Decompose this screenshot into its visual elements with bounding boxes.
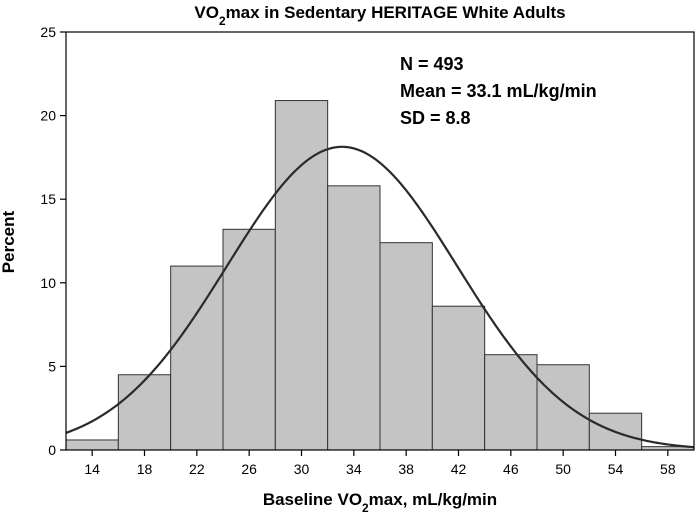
x-tick-label: 22 bbox=[189, 461, 205, 477]
histogram-bar bbox=[379, 242, 433, 451]
histogram-bar bbox=[65, 439, 119, 451]
y-tick-label: 25 bbox=[40, 24, 56, 40]
y-tick-label: 20 bbox=[40, 108, 56, 124]
x-tick-label: 26 bbox=[241, 461, 257, 477]
chart-title: VO2max in Sedentary HERITAGE White Adult… bbox=[194, 3, 565, 28]
x-tick-label: 42 bbox=[451, 461, 467, 477]
y-tick-label: 10 bbox=[40, 275, 56, 291]
histogram-bar bbox=[431, 305, 486, 451]
histogram-bar bbox=[170, 265, 224, 451]
x-tick-label: 54 bbox=[608, 461, 624, 477]
y-tick-label: 0 bbox=[48, 442, 56, 458]
x-tick-label: 14 bbox=[84, 461, 100, 477]
x-tick-label: 50 bbox=[555, 461, 571, 477]
x-tick-label: 46 bbox=[503, 461, 519, 477]
histogram-bar bbox=[274, 100, 329, 451]
histogram-bar bbox=[484, 354, 538, 451]
stats-annotation-line: N = 493 bbox=[400, 54, 464, 74]
x-tick-label: 18 bbox=[137, 461, 153, 477]
stats-annotation: N = 493 Mean = 33.1 mL/kg/min SD = 8.8 bbox=[400, 54, 597, 128]
x-tick-label: 58 bbox=[660, 461, 676, 477]
histogram-bar bbox=[222, 228, 276, 451]
plot-frame bbox=[65, 31, 695, 451]
y-axis: 0 5 10 15 20 25 bbox=[40, 24, 66, 458]
stats-annotation-line: Mean = 33.1 mL/kg/min bbox=[400, 81, 597, 101]
histogram-bars bbox=[65, 100, 695, 451]
x-tick-label: 38 bbox=[398, 461, 414, 477]
x-tick-label: 34 bbox=[346, 461, 362, 477]
histogram-bar bbox=[327, 185, 381, 451]
normal-curve bbox=[65, 145, 695, 449]
x-axis-label: Baseline VO2max, mL/kg/min bbox=[263, 490, 497, 515]
stats-annotation-line: SD = 8.8 bbox=[400, 108, 471, 128]
histogram-bar bbox=[117, 374, 172, 451]
y-tick-label: 5 bbox=[48, 358, 56, 374]
histogram-bar bbox=[536, 364, 590, 451]
x-axis: 14 18 22 26 30 34 38 42 46 50 54 58 bbox=[84, 450, 676, 477]
x-tick-label: 30 bbox=[294, 461, 310, 477]
y-tick-label: 15 bbox=[40, 191, 56, 207]
y-axis-label: Percent bbox=[0, 210, 18, 273]
